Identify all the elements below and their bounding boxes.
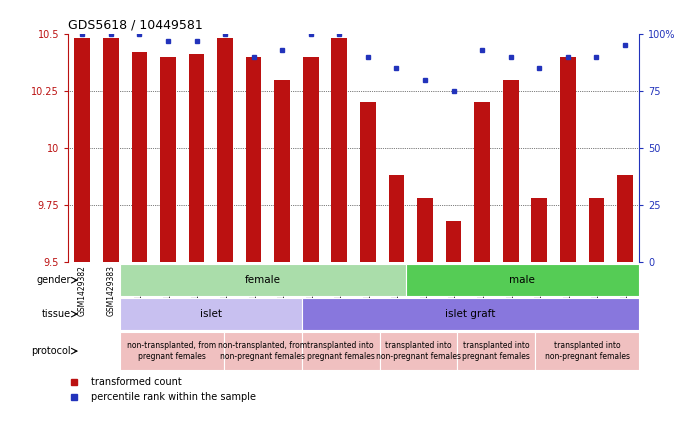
Bar: [131, 52, 148, 262]
Bar: [503, 80, 519, 262]
Text: protocol: protocol: [31, 346, 71, 356]
Text: gender: gender: [36, 275, 71, 285]
Bar: [303, 57, 319, 262]
Bar: [120, 298, 302, 330]
Bar: [302, 298, 639, 330]
Text: male: male: [509, 275, 535, 285]
Text: non-transplanted, from
pregnant females: non-transplanted, from pregnant females: [127, 341, 216, 361]
Bar: [74, 38, 90, 262]
Bar: [560, 57, 576, 262]
Bar: [224, 332, 302, 370]
Bar: [274, 80, 290, 262]
Text: transplanted into
pregnant females: transplanted into pregnant females: [462, 341, 530, 361]
Text: transplanted into
non-pregnant females: transplanted into non-pregnant females: [376, 341, 461, 361]
Bar: [588, 198, 605, 262]
Bar: [388, 176, 405, 262]
Text: tissue: tissue: [41, 309, 71, 319]
Text: GDS5618 / 10449581: GDS5618 / 10449581: [68, 18, 203, 31]
Bar: [217, 38, 233, 262]
Bar: [120, 332, 224, 370]
Bar: [445, 221, 462, 262]
Bar: [535, 332, 639, 370]
Bar: [245, 57, 262, 262]
Bar: [160, 57, 176, 262]
Bar: [531, 198, 547, 262]
Bar: [474, 102, 490, 262]
Text: non-transplanted, from
non-pregnant females: non-transplanted, from non-pregnant fema…: [218, 341, 307, 361]
Bar: [188, 55, 205, 262]
Text: percentile rank within the sample: percentile rank within the sample: [91, 392, 256, 402]
Bar: [120, 264, 405, 296]
Bar: [617, 176, 633, 262]
Bar: [302, 332, 379, 370]
Text: transformed count: transformed count: [91, 377, 182, 387]
Bar: [417, 198, 433, 262]
Text: female: female: [245, 275, 281, 285]
Bar: [103, 38, 119, 262]
Bar: [360, 102, 376, 262]
Bar: [379, 332, 458, 370]
Text: transplanted into
non-pregnant females: transplanted into non-pregnant females: [545, 341, 630, 361]
Text: islet graft: islet graft: [445, 309, 496, 319]
Text: islet: islet: [200, 309, 222, 319]
Bar: [458, 332, 535, 370]
Bar: [405, 264, 639, 296]
Text: transplanted into
pregnant females: transplanted into pregnant females: [307, 341, 375, 361]
Bar: [331, 38, 347, 262]
